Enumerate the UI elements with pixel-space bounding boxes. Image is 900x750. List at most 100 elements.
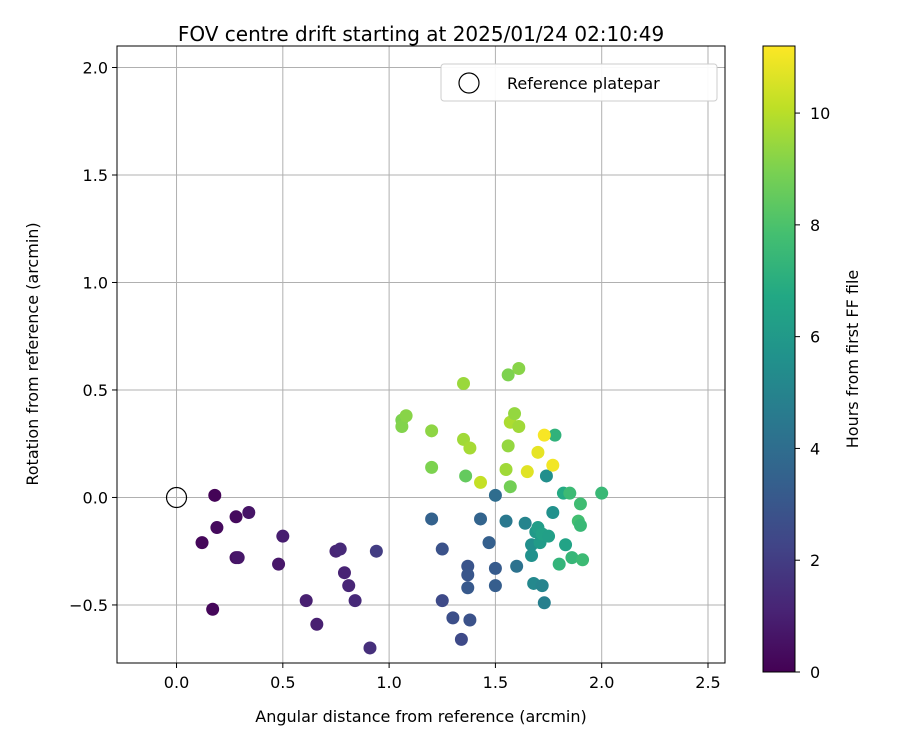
plot-frame [116, 45, 726, 664]
data-point [548, 428, 562, 442]
data-point [537, 596, 551, 610]
colorbar-tick-label: 0 [810, 663, 820, 682]
data-point [508, 407, 522, 421]
data-point [435, 542, 449, 556]
data-point [488, 561, 502, 575]
data-point [559, 538, 573, 552]
data-point [369, 544, 383, 558]
chart-title: FOV centre drift starting at 2025/01/24 … [178, 22, 664, 46]
data-point [363, 641, 377, 655]
data-point [242, 506, 256, 520]
data-point [499, 463, 513, 477]
data-point [531, 445, 545, 459]
data-point [542, 529, 556, 543]
y-axis-ticks: −0.5 0.0 0.5 1.0 1.5 2.0 [69, 58, 117, 615]
data-point [195, 536, 209, 550]
data-point [474, 475, 488, 489]
data-point [563, 486, 577, 500]
data-point [573, 518, 587, 532]
data-point [425, 460, 439, 474]
data-point [595, 486, 609, 500]
data-point [552, 557, 566, 571]
data-point [510, 559, 524, 573]
colorbar: 0 2 4 6 8 10 Hours from first FF file [762, 45, 862, 682]
data-point [503, 480, 517, 494]
data-point [539, 469, 553, 483]
x-tick-label: 0.5 [270, 673, 295, 692]
y-tick-label: 1.0 [83, 273, 108, 292]
legend: Reference platepar [440, 63, 718, 102]
data-point [333, 542, 347, 556]
y-tick-label: 2.0 [83, 58, 108, 77]
x-axis-ticks: 0.0 0.5 1.0 1.5 2.0 2.5 [164, 663, 721, 692]
data-point [512, 420, 526, 434]
data-point [573, 497, 587, 511]
data-point [229, 510, 243, 524]
colorbar-tick-label: 10 [810, 104, 830, 123]
y-axis-label: Rotation from reference (arcmin) [23, 222, 42, 485]
data-point [457, 377, 471, 391]
data-point [576, 553, 590, 567]
colorbar-ticks: 0 2 4 6 8 10 [795, 104, 830, 682]
data-point [206, 602, 220, 616]
data-point [399, 409, 413, 423]
data-point [425, 424, 439, 438]
data-point [488, 488, 502, 502]
data-point [501, 368, 515, 382]
data-point [518, 516, 532, 530]
grid [117, 46, 725, 663]
data-point [474, 512, 488, 526]
data-point [546, 458, 560, 472]
colorbar-tick-label: 2 [810, 551, 820, 570]
x-axis-label: Angular distance from reference (arcmin) [255, 707, 586, 726]
data-point [461, 581, 475, 595]
data-point [208, 488, 222, 502]
data-points [195, 361, 609, 655]
data-point [512, 361, 526, 375]
y-tick-label: −0.5 [69, 596, 108, 615]
colorbar-label: Hours from first FF file [843, 270, 862, 449]
data-point [546, 506, 560, 520]
colorbar-tick-label: 6 [810, 328, 820, 347]
legend-box [440, 63, 718, 102]
data-point [461, 568, 475, 582]
data-point [463, 613, 477, 627]
data-point [299, 594, 313, 608]
legend-reference-marker [458, 72, 480, 94]
data-point [272, 557, 286, 571]
data-point [454, 632, 468, 646]
data-point [310, 617, 324, 631]
x-tick-label: 2.0 [589, 673, 614, 692]
data-point [446, 611, 460, 625]
data-point [520, 465, 534, 479]
data-point [463, 441, 477, 455]
data-point [395, 420, 409, 434]
legend-label: Reference platepar [507, 74, 660, 93]
data-point [499, 514, 513, 528]
data-point [342, 579, 356, 593]
x-tick-label: 2.5 [695, 673, 720, 692]
data-point [425, 512, 439, 526]
colorbar-gradient [762, 45, 796, 673]
reference-marker-layer [165, 486, 188, 509]
y-tick-label: 0.0 [83, 488, 108, 507]
x-tick-label: 1.5 [483, 673, 508, 692]
data-point [276, 529, 290, 543]
data-point [535, 579, 549, 593]
y-tick-label: 0.5 [83, 381, 108, 400]
data-point [210, 521, 224, 535]
data-point [488, 579, 502, 593]
x-tick-label: 1.0 [376, 673, 401, 692]
data-point [459, 469, 473, 483]
data-point [537, 428, 551, 442]
data-point [435, 594, 449, 608]
data-point [337, 566, 351, 580]
colorbar-tick-label: 4 [810, 439, 820, 458]
data-point [231, 551, 245, 565]
y-tick-label: 1.5 [83, 166, 108, 185]
reference-platepar-marker [165, 486, 188, 509]
x-tick-label: 0.0 [164, 673, 189, 692]
data-point [348, 594, 362, 608]
data-point [482, 536, 496, 550]
